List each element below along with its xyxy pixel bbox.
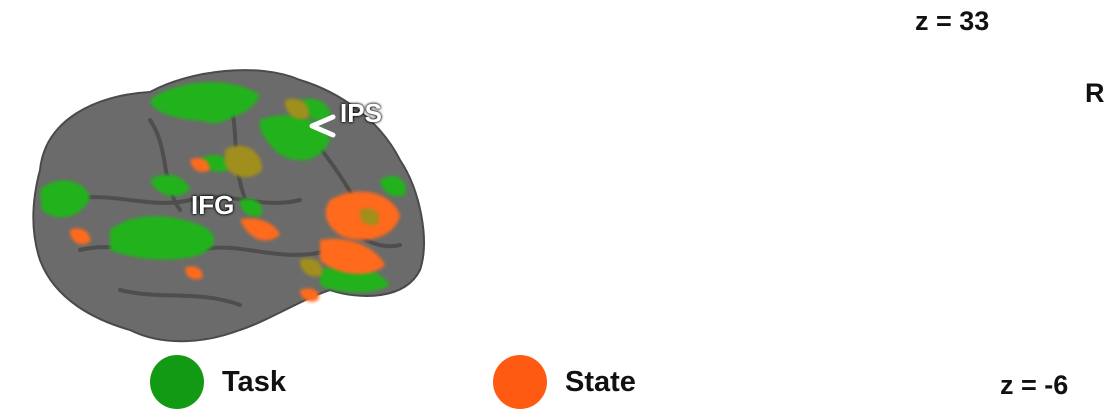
slice-label-top: z = 33: [915, 6, 990, 36]
legend-item-state: State: [493, 355, 636, 409]
roi-label-ifg: IFG: [191, 190, 235, 220]
orientation-label-right: R: [1085, 78, 1105, 108]
legend-swatch-state: [493, 355, 547, 409]
legend-label-state: State: [565, 365, 636, 398]
slice-label-bottom: z = -6: [1000, 370, 1069, 400]
legend-item-task: Task: [150, 355, 286, 409]
roi-label-ips: IPS: [340, 98, 382, 128]
ips-arrow-icon: [309, 114, 336, 138]
legend-swatch-task: [150, 355, 204, 409]
legend-label-task: Task: [222, 365, 286, 398]
